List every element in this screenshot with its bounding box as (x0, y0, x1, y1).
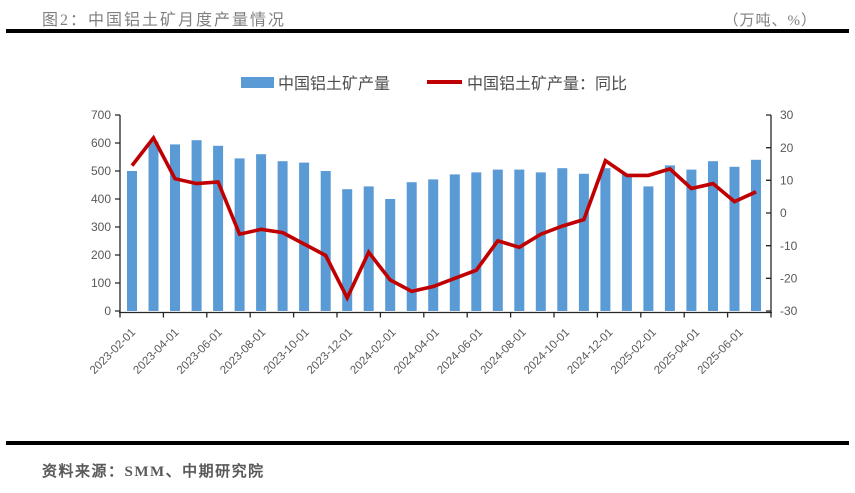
figure-title: 图2：中国铝土矿月度产量情况 (42, 12, 287, 29)
x-tick-label: 2025-02-01 (609, 327, 659, 377)
yoy-line (130, 134, 757, 302)
x-axis-labels: 2023-02-012023-04-012023-06-012023-08-01… (88, 327, 746, 377)
legend-bar-swatch (241, 76, 274, 88)
bar (751, 159, 761, 311)
x-tick-label: 2023-06-01 (175, 327, 225, 377)
bar (320, 171, 331, 311)
right-tick-label: -20 (780, 272, 798, 286)
x-tick-label: 2023-10-01 (262, 327, 312, 377)
unit-note: （万吨、%） (723, 13, 817, 29)
left-tick-label: 300 (91, 220, 111, 234)
x-tick-label: 2025-06-01 (696, 327, 746, 377)
bar (170, 144, 180, 311)
right-tick-label: 0 (780, 206, 787, 220)
left-tick-label: 0 (104, 304, 111, 318)
left-tick-label: 500 (91, 164, 111, 178)
x-tick-label: 2023-12-01 (305, 327, 355, 377)
bars-series (127, 140, 761, 311)
bar (729, 166, 740, 311)
bar (256, 154, 267, 311)
x-tick-label: 2024-02-01 (348, 327, 398, 377)
legend-line-label: 中国铝土矿产量：同比 (467, 76, 628, 93)
left-tick-label: 600 (91, 136, 111, 150)
bar (514, 169, 525, 311)
axes (115, 114, 772, 318)
right-tick-label: -10 (780, 239, 798, 253)
legend-line-swatch (427, 80, 463, 84)
right-axis-labels: -30 -20 -10 0 10 20 30 (780, 108, 798, 318)
bar (342, 189, 353, 311)
bar (406, 182, 417, 311)
right-tick-label: -30 (780, 304, 798, 318)
left-tick-label: 400 (91, 192, 111, 206)
x-tick-label: 2024-06-01 (435, 327, 485, 377)
bar (363, 186, 374, 311)
bar (557, 168, 568, 311)
bar (600, 168, 611, 311)
bar (578, 173, 589, 311)
bar (621, 173, 632, 311)
bar (643, 186, 654, 311)
chart-legend: 中国铝土矿产量 中国铝土矿产量：同比 (241, 70, 627, 94)
right-tick-label: 30 (780, 108, 794, 122)
right-tick-label: 20 (780, 141, 794, 155)
bar (299, 162, 310, 311)
x-tick-label: 2023-08-01 (218, 327, 268, 377)
bar (471, 172, 482, 311)
left-axis-labels: 0 100 200 300 400 500 600 700 (91, 108, 111, 318)
legend-bar-label: 中国铝土矿产量 (278, 76, 391, 93)
figure-header: 图2：中国铝土矿月度产量情况 （万吨、%） (42, 6, 817, 30)
left-tick-label: 100 (91, 276, 111, 290)
bar (277, 161, 288, 311)
bar (535, 172, 546, 311)
x-tick-label: 2023-02-01 (88, 327, 138, 377)
x-tick-label: 2024-12-01 (565, 327, 615, 377)
bar (686, 169, 697, 311)
x-tick-label: 2023-04-01 (131, 327, 181, 377)
left-tick-label: 700 (91, 108, 111, 122)
right-tick-label: 10 (780, 174, 794, 188)
bar (428, 179, 439, 311)
bar (213, 145, 224, 311)
bar (148, 141, 159, 311)
left-tick-label: 200 (91, 248, 111, 262)
x-tick-label: 2024-10-01 (522, 327, 572, 377)
bar (385, 199, 396, 311)
bar (664, 165, 675, 311)
header-divider (6, 29, 849, 33)
footer-divider (6, 441, 849, 445)
x-tick-label: 2024-04-01 (392, 327, 442, 377)
x-tick-label: 2024-08-01 (479, 327, 529, 377)
chart-svg: 0 100 200 300 400 500 600 700 -30 -20 -10 0 10 20 30 20… (88, 108, 798, 377)
bar (191, 140, 202, 311)
bar (708, 161, 718, 311)
source-note: 资料来源：SMM、中期研究院 (42, 464, 265, 480)
bar (449, 174, 460, 311)
bar (127, 171, 137, 311)
x-tick-label: 2025-04-01 (652, 327, 702, 377)
